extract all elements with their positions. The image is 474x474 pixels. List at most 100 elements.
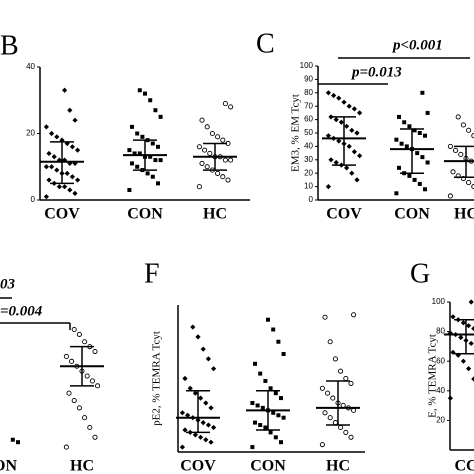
dot <box>153 158 158 163</box>
dot <box>49 164 55 170</box>
dot <box>279 440 283 445</box>
dot <box>348 380 354 386</box>
dot <box>62 87 68 93</box>
dot <box>447 193 453 199</box>
panel-letter: B <box>0 30 19 61</box>
dot <box>319 442 325 448</box>
dot <box>51 154 57 160</box>
dot <box>332 420 338 426</box>
dot <box>325 133 331 139</box>
dot <box>327 415 333 421</box>
dot <box>455 114 461 120</box>
dot <box>328 157 334 163</box>
dot <box>354 130 360 136</box>
dot <box>351 312 357 318</box>
dot <box>351 106 357 112</box>
dot <box>71 397 77 404</box>
dot <box>69 144 75 150</box>
dot <box>273 435 278 440</box>
dot <box>460 358 466 364</box>
dot <box>215 170 221 176</box>
dot <box>425 160 430 165</box>
dot <box>354 177 360 183</box>
dot <box>399 141 404 146</box>
x-tick-label: COV <box>44 206 80 223</box>
y-tick-label: 20 <box>304 168 313 177</box>
dot <box>187 385 193 391</box>
dot <box>72 117 78 123</box>
panel-letter: C <box>256 28 275 59</box>
dot <box>199 160 205 166</box>
dot <box>225 177 231 183</box>
dot <box>222 101 228 107</box>
dot <box>394 191 399 196</box>
dot <box>268 386 273 391</box>
dot <box>263 378 268 383</box>
dot <box>220 174 226 180</box>
dot <box>341 99 347 105</box>
dot <box>338 119 344 125</box>
dot <box>336 95 342 101</box>
dot <box>205 422 211 428</box>
dot <box>397 114 401 119</box>
dot <box>346 103 352 109</box>
dot <box>46 177 52 183</box>
dot <box>412 177 417 182</box>
dot <box>156 144 160 149</box>
dot <box>132 151 137 156</box>
dot <box>127 188 132 193</box>
dot <box>222 157 228 163</box>
y-tick-label: 40 <box>304 142 313 151</box>
dot <box>330 395 336 401</box>
dot <box>415 151 420 156</box>
dot <box>322 314 328 320</box>
dot <box>273 391 278 396</box>
dot <box>450 169 456 175</box>
dot <box>325 184 331 190</box>
dot <box>397 165 401 170</box>
dot <box>140 134 145 139</box>
dot <box>266 317 270 322</box>
dot <box>158 158 163 163</box>
dot <box>195 334 201 340</box>
dot <box>420 155 425 160</box>
dot <box>92 434 98 440</box>
dot <box>325 390 331 396</box>
dot <box>423 133 427 138</box>
dot <box>447 143 453 149</box>
dot <box>228 157 234 163</box>
dot <box>92 348 98 355</box>
dot <box>466 180 472 186</box>
dot <box>322 410 328 416</box>
dot <box>344 123 350 129</box>
dot <box>458 151 464 157</box>
y-tick-label: 100 <box>300 61 314 70</box>
dot <box>349 127 355 133</box>
dot <box>150 174 155 179</box>
dot <box>460 320 466 326</box>
y-tick-label: 90 <box>304 75 313 84</box>
dot <box>64 170 70 176</box>
dot <box>468 340 474 347</box>
dot <box>333 159 339 166</box>
y-axis-label: EM3, % EM Tcyt <box>290 94 302 172</box>
dot <box>54 134 60 140</box>
dot <box>331 92 337 99</box>
dot <box>46 150 52 157</box>
dot <box>148 98 153 103</box>
dot <box>203 400 209 406</box>
dot <box>43 194 49 200</box>
dot <box>338 424 344 431</box>
y-tick-label: 0 <box>309 195 314 204</box>
dot <box>255 403 260 408</box>
dot <box>211 366 217 372</box>
dot <box>460 122 466 128</box>
dot <box>198 434 204 440</box>
y-tick-label: 60 <box>436 356 445 365</box>
dot <box>75 177 81 183</box>
dot <box>253 361 257 366</box>
dot <box>228 104 234 110</box>
dot <box>327 339 333 345</box>
dot <box>199 117 205 123</box>
